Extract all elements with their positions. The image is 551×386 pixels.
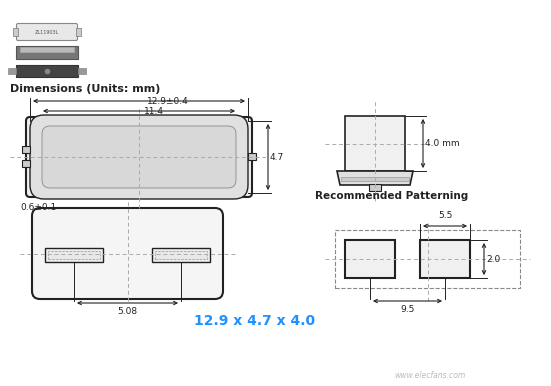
Text: 5.08: 5.08 xyxy=(117,307,138,316)
Bar xyxy=(20,47,74,52)
Bar xyxy=(78,68,86,74)
Bar xyxy=(155,251,207,259)
Polygon shape xyxy=(337,171,413,185)
FancyBboxPatch shape xyxy=(26,117,252,197)
Text: 0.6±0.1: 0.6±0.1 xyxy=(20,203,56,212)
Bar xyxy=(248,153,256,160)
Text: 12.9±0.4: 12.9±0.4 xyxy=(147,96,189,105)
Bar xyxy=(335,230,520,288)
FancyBboxPatch shape xyxy=(32,208,223,299)
Bar xyxy=(369,184,381,191)
Text: Recommended Patterning: Recommended Patterning xyxy=(315,191,468,201)
Bar xyxy=(345,116,405,171)
Text: 2.0: 2.0 xyxy=(486,254,500,264)
Bar xyxy=(341,177,409,181)
Bar xyxy=(45,248,103,262)
Text: 12.9 x 4.7 x 4.0: 12.9 x 4.7 x 4.0 xyxy=(195,314,316,328)
Text: Dimensions (Units: mm): Dimensions (Units: mm) xyxy=(10,84,160,94)
Text: 5.5: 5.5 xyxy=(438,211,452,220)
Text: ZL11903L: ZL11903L xyxy=(35,29,59,34)
Text: 9.5: 9.5 xyxy=(401,305,415,314)
Text: 4.0 mm: 4.0 mm xyxy=(425,139,460,148)
Bar xyxy=(22,160,30,167)
Bar xyxy=(16,46,78,59)
Bar xyxy=(48,251,100,259)
Bar xyxy=(152,248,210,262)
Bar xyxy=(345,240,395,278)
FancyBboxPatch shape xyxy=(42,126,236,188)
Text: 11.4: 11.4 xyxy=(144,107,164,115)
FancyBboxPatch shape xyxy=(30,115,248,199)
Bar xyxy=(8,68,16,74)
Bar xyxy=(22,146,30,153)
Bar xyxy=(76,28,81,36)
FancyBboxPatch shape xyxy=(17,24,78,41)
Text: www.elecfans.com: www.elecfans.com xyxy=(395,371,466,380)
Bar xyxy=(13,28,18,36)
Bar xyxy=(420,240,470,278)
Bar xyxy=(16,65,78,77)
Text: 4.7: 4.7 xyxy=(270,152,284,161)
